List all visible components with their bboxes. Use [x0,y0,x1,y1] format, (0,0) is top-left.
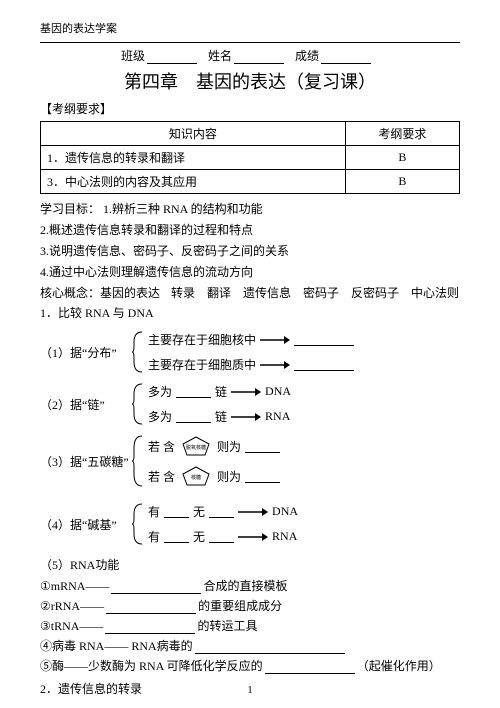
r1-pre: ①mRNA—— [40,579,109,593]
brace-icon [132,502,144,546]
brace-icon [132,330,144,374]
item-3: （3）据“五碳糖” 若 含 脱氧核糖 则为 若 含 [40,434,460,488]
rna-func-5: ⑤酶——少数酶为 RNA 可降低化学反应的 （起催化作用） [40,657,460,674]
item-2b-target: RNA [265,409,290,424]
item-4a-mid: 无 [193,503,205,520]
svg-text:核糖: 核糖 [191,474,201,481]
arrow-icon [231,412,261,422]
r3-pre: ③tRNA—— [40,619,103,633]
goal-2: 2.概述遗传信息转录和翻译的过程和特点 [40,221,460,239]
blank [294,333,354,346]
arrow-icon [231,387,261,397]
blank [111,581,201,594]
blank [176,410,211,423]
name-label: 姓名 [208,49,232,63]
table-col2-header: 考纲要求 [345,122,459,146]
item-1a-text: 主要存在于细胞核中 [148,331,256,348]
r1-suf: 合成的直接模板 [203,579,287,593]
item-3b-suf: 则为 [217,468,241,485]
class-field [147,51,197,64]
core-terms: 转录 翻译 遗传信息 密码子 反密码子 中心法则 [171,286,459,300]
blank [176,385,211,398]
brace-icon [132,434,144,488]
item-4: （4）据“碱基” 有 无 DNA 有 无 [40,502,460,546]
item-1-label: （1）据“分布” [40,344,130,361]
item-4-label: （4）据“碱基” [40,516,130,533]
pentagon-icon: 脱氧核糖 [179,435,213,457]
arrow-icon [238,507,268,517]
blank [105,621,195,634]
item-2b-pre: 多为 [148,408,172,425]
blank [106,601,196,614]
table-row2-c2: B [345,170,459,194]
requirement-table: 知识内容 考纲要求 1．遗传信息的转录和翻译 B 3．中心法则的内容及其应用 B [40,121,460,194]
divider [40,42,460,43]
score-field [321,51,371,64]
item-4b-mid: 无 [193,528,205,545]
item-2a-suf: 链 [215,383,227,400]
arrow-icon [260,335,290,345]
item-3a-suf: 则为 [217,438,241,455]
rna-func-1: ①mRNA—— 合成的直接模板 [40,577,460,594]
item-2a-target: DNA [265,384,291,399]
rna-func-4: ④病毒 RNA—— RNA病毒的 [40,637,460,654]
score-label: 成绩 [295,49,319,63]
info-line: 班级 姓名 成绩 [40,47,460,64]
svg-text:脱氧核糖: 脱氧核糖 [186,444,206,451]
table-col1-header: 知识内容 [41,122,346,146]
item-2: （2）据“链” 多为 链 DNA 多为 链 RNA [40,382,460,426]
table-row1-c1: 1．遗传信息的转录和翻译 [41,146,346,170]
rna-func-title: （5）RNA功能 [40,556,460,574]
exam-req-heading: 【考纲要求】 [40,100,460,117]
brace-icon [132,382,144,426]
compare-title: 1．比较 RNA 与 DNA [40,304,460,322]
blank [164,505,189,518]
pentagon-icon: 核糖 [179,465,213,487]
arrow-icon [238,532,268,542]
blank [209,505,234,518]
blank [294,358,354,371]
core-label: 核心概念：基因的表达 [40,286,160,300]
item-4a-pre: 有 [148,503,160,520]
item-4b-pre: 有 [148,528,160,545]
blank [245,470,280,483]
item-2a-pre: 多为 [148,383,172,400]
blank [245,440,280,453]
r5-suf: （起催化作用） [357,659,441,673]
item-1b-text: 主要存在于细胞质中 [148,356,256,373]
item-1: （1）据“分布” 主要存在于细胞核中 主要存在于细胞质中 [40,330,460,374]
item-4b-target: RNA [272,529,297,544]
goal-1: 学习目标： 1.辨析三种 RNA 的结构和功能 [40,200,460,218]
r5-pre: ⑤酶——少数酶为 RNA 可降低化学反应的 [40,659,263,673]
rna-func-2: ②rRNA—— 的重要组成成分 [40,597,460,614]
blank [195,641,345,654]
r2-pre: ②rRNA—— [40,599,104,613]
arrow-icon [260,360,290,370]
page-title: 第四章 基因的表达（复习课） [40,68,460,94]
blank [164,530,189,543]
core-concepts: 核心概念：基因的表达 转录 翻译 遗传信息 密码子 反密码子 中心法则 [40,284,460,301]
r3-suf: 的转运工具 [197,619,257,633]
item-2b-suf: 链 [215,408,227,425]
item-2-label: （2）据“链” [40,396,130,413]
class-label: 班级 [121,49,145,63]
page-number: 1 [0,684,500,696]
goal-4: 4.通过中心法则理解遗传信息的流动方向 [40,263,460,281]
item-4a-target: DNA [272,504,298,519]
item-3-label: （3）据“五碳糖” [40,453,130,470]
table-row1-c2: B [345,146,459,170]
table-row2-c1: 3．中心法则的内容及其应用 [41,170,346,194]
rna-func-3: ③tRNA—— 的转运工具 [40,617,460,634]
item-3b-pre: 若 含 [148,468,175,485]
blank [209,530,234,543]
item-3a-pre: 若 含 [148,438,175,455]
name-field [234,51,284,64]
header-note: 基因的表达学案 [40,20,460,36]
goal-3: 3.说明遗传信息、密码子、反密码子之间的关系 [40,242,460,260]
r4-pre: ④病毒 RNA—— RNA病毒的 [40,639,193,653]
r2-suf: 的重要组成成分 [198,599,282,613]
blank [265,661,355,674]
